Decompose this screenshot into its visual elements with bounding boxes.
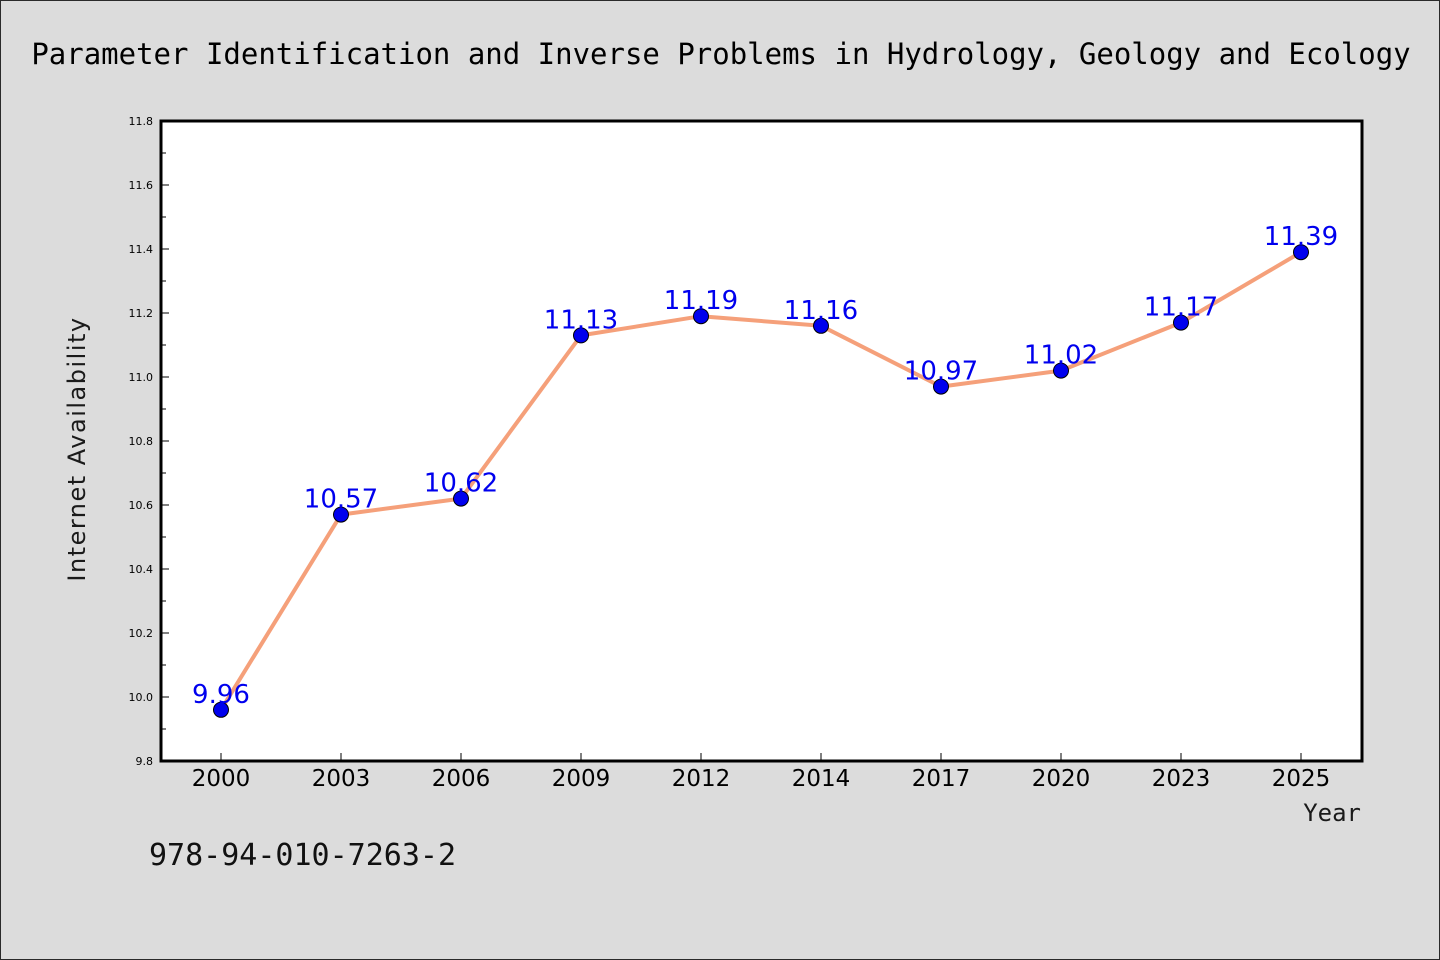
data-label: 10.62 xyxy=(424,469,498,499)
isbn-annotation: 978-94-010-7263-2 xyxy=(149,838,456,873)
x-axis: 2000 2003 2006 2009 2012 2014 2017 2020 2023 2025 xyxy=(192,753,1331,792)
chart-title: Parameter Identification and Inverse Pro… xyxy=(31,37,1410,71)
data-point xyxy=(573,327,589,344)
data-label: 11.39 xyxy=(1264,222,1338,252)
x-tick-label: 2017 xyxy=(912,766,971,792)
data-label: 10.97 xyxy=(904,357,978,387)
y-tick-label: 9.8 xyxy=(136,755,154,768)
x-tick-label: 2003 xyxy=(312,766,371,792)
y-tick-label: 11.8 xyxy=(129,115,154,128)
data-label: 11.13 xyxy=(544,305,618,335)
y-tick-label: 10.6 xyxy=(129,499,154,512)
data-label-layer: 9.96 10.57 10.62 11.13 11.19 11.16 10.97 11.02 1… xyxy=(192,222,1338,710)
x-tick-label: 2025 xyxy=(1272,766,1331,792)
x-tick-label: 2000 xyxy=(192,766,251,792)
y-tick-label: 11.6 xyxy=(129,179,154,192)
plot-frame xyxy=(159,119,1364,763)
data-point xyxy=(813,317,829,334)
x-tick-label: 2023 xyxy=(1152,766,1211,792)
y-tick-label: 11.4 xyxy=(129,243,154,256)
data-label: 10.57 xyxy=(304,485,378,515)
x-tick-label: 2009 xyxy=(552,766,611,792)
x-tick-label: 2020 xyxy=(1032,766,1091,792)
series-layer xyxy=(213,244,1309,718)
x-axis-label: Year xyxy=(1303,799,1361,827)
y-tick-label: 11.2 xyxy=(129,307,154,320)
data-point xyxy=(693,308,709,325)
x-tick-label: 2006 xyxy=(432,766,491,792)
y-tick-label: 10.2 xyxy=(129,627,154,640)
data-label: 9.96 xyxy=(192,680,250,710)
data-label: 11.02 xyxy=(1024,341,1098,371)
y-axis: 9.8 10.0 10.2 10.4 10.6 10.8 11.0 11.2 11.4 11.6 1… xyxy=(129,115,169,768)
data-point xyxy=(453,490,469,507)
data-point xyxy=(1293,244,1309,261)
x-tick-label: 2014 xyxy=(792,766,851,792)
data-point xyxy=(933,378,949,395)
y-tick-label: 10.4 xyxy=(129,563,154,576)
data-point xyxy=(1053,362,1069,379)
data-label: 11.16 xyxy=(784,296,858,326)
data-point xyxy=(333,506,349,523)
y-tick-label: 11.0 xyxy=(129,371,154,384)
y-tick-label: 10.0 xyxy=(129,691,154,704)
x-tick-label: 2012 xyxy=(672,766,731,792)
series-line xyxy=(219,250,1303,712)
y-tick-label: 10.8 xyxy=(129,435,154,448)
data-point xyxy=(1173,314,1189,331)
data-point xyxy=(213,701,229,718)
y-axis-label: Internet Availability xyxy=(63,316,91,581)
data-label: 11.19 xyxy=(664,286,738,316)
data-label: 11.17 xyxy=(1144,293,1218,323)
plot-area xyxy=(161,121,1362,761)
